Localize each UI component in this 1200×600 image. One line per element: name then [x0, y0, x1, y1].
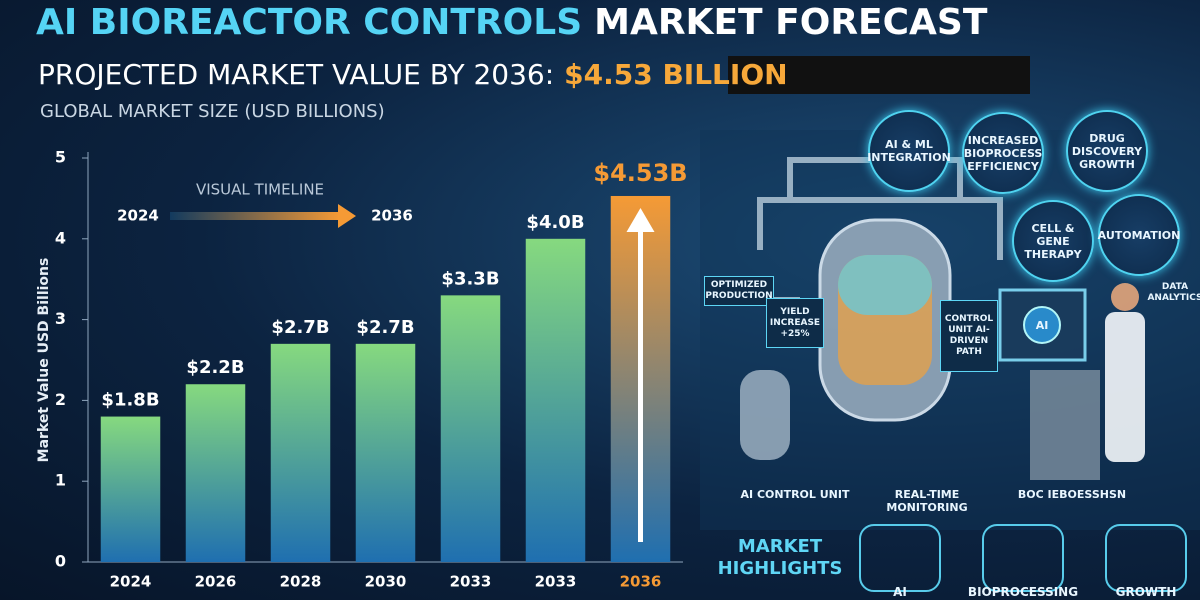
- illustration-caption: REAL-TIME MONITORING: [886, 488, 968, 514]
- value-label: $2.7B: [356, 317, 414, 338]
- x-tick-label: 2028: [280, 573, 322, 591]
- feature-bubble: AI & ML INTEGRATION: [867, 110, 951, 192]
- feature-bubble: AUTOMATION: [1098, 194, 1180, 276]
- illustration-caption: BOC IEBOESSHSN: [1017, 488, 1127, 501]
- y-axis-label: Market Value USD Billions: [36, 258, 52, 463]
- x-tick-label: 2036: [620, 573, 662, 591]
- bar: [525, 238, 586, 563]
- highlight: AI: [893, 585, 907, 599]
- annotation-end: 2036: [371, 207, 413, 225]
- tag: CONTROL UNIT AI-DRIVEN PATH: [940, 300, 998, 372]
- tag: YIELD INCREASE +25%: [766, 298, 824, 348]
- feature-bubble: CELL & GENE THERAPY: [1012, 200, 1094, 282]
- highlight: GROWTH: [1115, 585, 1177, 599]
- y-tick-label: 2: [55, 390, 66, 409]
- value-label: $2.7B: [271, 317, 329, 338]
- feature-bubble: INCREASED BIOPROCESS EFFICIENCY: [962, 112, 1044, 194]
- illustration: [700, 130, 1200, 592]
- bar: [440, 295, 501, 562]
- screen-label: AI: [1035, 318, 1049, 332]
- value-label: $1.8B: [101, 390, 159, 411]
- subtitle-part: $4.53 BILLION: [564, 58, 787, 91]
- x-tick-label: 2033: [535, 573, 577, 591]
- bar: [270, 343, 331, 562]
- subtitle: PROJECTED MARKET VALUE BY 2036: $4.53 BIL…: [38, 58, 788, 91]
- value-label: $4.53B: [593, 159, 687, 187]
- bar: [355, 343, 416, 562]
- x-tick-label: 2026: [195, 573, 237, 591]
- x-tick-label: 2030: [365, 573, 407, 591]
- highlight: BIOPROCESSING: [967, 585, 1079, 599]
- annotation-start: 2024: [117, 207, 159, 225]
- x-tick-label: 2033: [450, 573, 492, 591]
- title-part: MARKET FORECAST: [594, 2, 988, 43]
- subtitle-part: PROJECTED MARKET VALUE BY 2036:: [38, 58, 554, 91]
- y-tick-label: 5: [55, 148, 66, 167]
- timeline-arrowhead: [338, 204, 356, 228]
- y-tick-label: 1: [55, 471, 66, 490]
- x-tick-label: 2024: [110, 573, 152, 591]
- tag: DATA ANALYTICS: [1147, 282, 1200, 303]
- y-tick-label: 0: [55, 552, 66, 571]
- subtitle-highlight-box: [728, 56, 1030, 94]
- bar: [100, 416, 161, 562]
- y-tick-label: 3: [55, 309, 66, 328]
- illustration-caption: AI CONTROL UNIT: [740, 488, 850, 501]
- timeline-arrow: [170, 212, 340, 220]
- annotation-title: VISUAL TIMELINE: [196, 181, 324, 199]
- growth-arrowhead: [626, 207, 655, 232]
- bar: [185, 384, 246, 562]
- feature-bubble: DRUG DISCOVERY GROWTH: [1066, 110, 1148, 192]
- caption: GLOBAL MARKET SIZE (USD BILLIONS): [40, 101, 385, 122]
- value-label: $4.0B: [526, 212, 584, 233]
- chart-title: AI BIOREACTOR CONTROLS MARKET FORECAST: [36, 2, 988, 43]
- y-tick-label: 4: [55, 228, 66, 247]
- tag: OPTIMIZED PRODUCTION: [704, 276, 774, 306]
- title-part: AI BIOREACTOR CONTROLS: [36, 2, 582, 43]
- highlights-title: MARKET HIGHLIGHTS: [717, 536, 843, 579]
- value-label: $2.2B: [186, 357, 244, 378]
- value-label: $3.3B: [441, 268, 499, 289]
